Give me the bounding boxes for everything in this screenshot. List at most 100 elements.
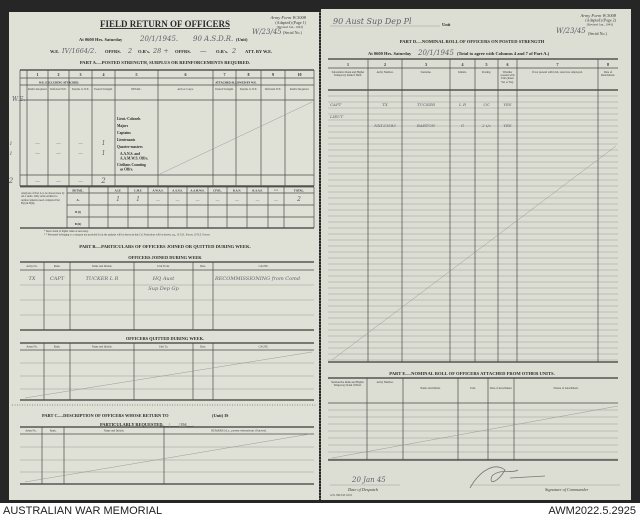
column-header: Name and Initials. (92, 346, 113, 349)
margin-note: W.E. (12, 96, 25, 103)
serial-number: W/23/45 (252, 28, 282, 36)
column-number: 6 (507, 62, 509, 67)
column-header: CAUSE. (259, 346, 269, 349)
part-d-table: 1 Substantive Rank and Higher Temporary R… (328, 58, 618, 363)
part-c-unit-label: (Unit) IS (212, 413, 229, 418)
despatch-date: 20 Jan 45 (351, 476, 386, 484)
part-d-title: PART D.—NOMINAL ROLL OF OFFICERS ON POST… (400, 39, 545, 44)
roll-cell: NX153583 (373, 123, 396, 128)
roll-cell: L R (458, 102, 466, 107)
joined-cell: CAPT (50, 276, 65, 282)
column-header-box: Substantive Rank and Higher Temporary Ra… (332, 71, 365, 77)
column-number: 7 (224, 72, 226, 77)
column-number: 4 (103, 72, 105, 77)
joined-cell: RECOMMISSIONING from Comd (214, 276, 300, 282)
analysis-header: TOTAL. (294, 190, 305, 193)
column-header-box: Rein'ts Required. (28, 88, 47, 91)
detail-rank-label: Lieutenants (117, 138, 136, 142)
column-header: Unit. (470, 387, 476, 390)
analysis-value: 2 (296, 196, 301, 203)
group-header-attached: ATTACHED ALLOWED BY W.E. (215, 82, 257, 85)
analysis-header: CIVIL. (213, 190, 222, 193)
column-header-box: Army Number. (377, 71, 394, 74)
column-header-box: Substantive Rank and Higher Temporary Ra… (331, 381, 364, 387)
strength-mark: — (35, 141, 40, 147)
column-header-box: Posting. (481, 71, 492, 74)
analysis-row-label: A. (77, 198, 80, 202)
column-number: 5 (486, 62, 488, 67)
column-header: Name and Initials. (104, 430, 125, 433)
total-margin-mark: 2 (8, 177, 14, 185)
footnote-1: * Insert detail of higher ranks as neces… (44, 230, 89, 233)
we-value: IV/1664/2. (61, 47, 96, 55)
roll-cell: 2 i/c (481, 123, 491, 128)
column-header: Unit To. (159, 346, 169, 349)
strength-mark: 1 (102, 140, 106, 147)
column-header: Rank. (54, 346, 61, 349)
ors-value: 28 + (152, 47, 169, 55)
unit-label-right: Unit (442, 22, 451, 27)
total-mark: — (35, 179, 40, 185)
column-header-box: Arm or Corps. (177, 88, 193, 91)
roll-cell: BARTON (416, 123, 436, 128)
column-header-box: Name and Initials. (420, 387, 441, 390)
roll-cell: LIEUT (329, 114, 344, 119)
column-number: 3 (80, 72, 82, 77)
column-header-box: Surplus to W.E. (240, 88, 258, 91)
column-header: Nature of Attachment. (553, 387, 579, 390)
column-header: If not present with Unit, state how empl… (532, 71, 583, 74)
quitted-table: Army No. Rank. Name and Initials. Unit To. D… (20, 342, 314, 401)
footer-bar: AUSTRALIAN WAR MEMORIAL AWM2022.5.2925 (0, 503, 640, 520)
column-number: 8 (248, 72, 250, 77)
column-header: Deficient W.E. (264, 88, 282, 91)
group-header-we: W.E. EXCLUDING ATTACHED. (39, 82, 80, 85)
att-ors-value: 2 (231, 47, 236, 55)
analysis-header: A.W.A.S. (153, 190, 164, 193)
form-revision-right: (Revised Jan., 1943) (587, 23, 613, 28)
analysis-value: 1 (136, 196, 140, 203)
column-header: Date of Detachment. (600, 71, 616, 78)
column-header: Posted Strength. (94, 88, 113, 91)
column-header: Army No. (25, 430, 37, 433)
detail-rank-label: Civilians Counting (117, 163, 146, 167)
we-line: W.E. IV/1664/2. OFFRS. 2 O.R's. 28 + OFF… (50, 47, 272, 55)
left-page (9, 12, 319, 500)
analysis-table: DETAIL. A.I.F. C.M.F. A.W.A.S. A.A.N.S. A.A.M… (20, 186, 315, 229)
column-number: 1 (347, 62, 349, 67)
joined-table: Army No. Rank. Name and Initials. Unit From… (20, 261, 314, 331)
footer-institution: AUSTRALIAN WAR MEMORIAL (3, 505, 163, 517)
column-header: Army No. (26, 265, 38, 268)
column-header: Whether present with Unit (Insert Yes or… (500, 71, 515, 84)
roll-cell: YES (503, 102, 512, 107)
part-e-table: Substantive Rank and Higher Temporary Ra… (328, 377, 618, 461)
strike-line (331, 405, 619, 459)
analysis-header: A.A.N.S. (172, 190, 183, 193)
strength-mark: — (56, 141, 61, 147)
column-header-box: Army Number. (377, 381, 394, 384)
column-header-box: Deficient W.E. (264, 88, 282, 91)
column-header: Rank. (54, 265, 61, 268)
analysis-row-label: B (i) (75, 210, 81, 214)
column-number: 5 (136, 72, 138, 77)
column-header: Army No. (26, 346, 38, 349)
part-a-title: PART A.—POSTED STRENGTH, SURPLUS OR REIN… (80, 60, 250, 65)
joined-cell: HQ Aust (152, 276, 175, 282)
strike-line (24, 351, 313, 399)
column-header-box: Rein'ts Required. (290, 88, 309, 91)
column-number: 4 (462, 62, 464, 67)
column-number: 3 (425, 62, 427, 67)
roll-cell: TX (382, 102, 388, 107)
column-header-box: DETAIL. (131, 88, 142, 91)
strike-line (24, 433, 311, 483)
quitted-title: OFFICERS QUITTED DURING WEEK. (126, 336, 204, 341)
column-header: Surplus to W.E. (71, 88, 90, 91)
detail-rank-label: Captains (117, 131, 131, 135)
left-form-id: Army Form W.3008 (Adapted) (Page 1) (Rev… (270, 15, 307, 30)
part-e-title: PART E.—NOMINAL ROLL OF OFFICERS ATTACHE… (389, 371, 554, 376)
column-header: Posting. (481, 71, 492, 74)
column-header: Initials. (458, 71, 467, 74)
column-header-box: Posted Strength. (215, 88, 233, 91)
offrs-value: 2 (127, 47, 132, 55)
return-date: 20/1/1945. (139, 35, 178, 43)
att-offrs-label: OFFRS. (175, 49, 191, 54)
